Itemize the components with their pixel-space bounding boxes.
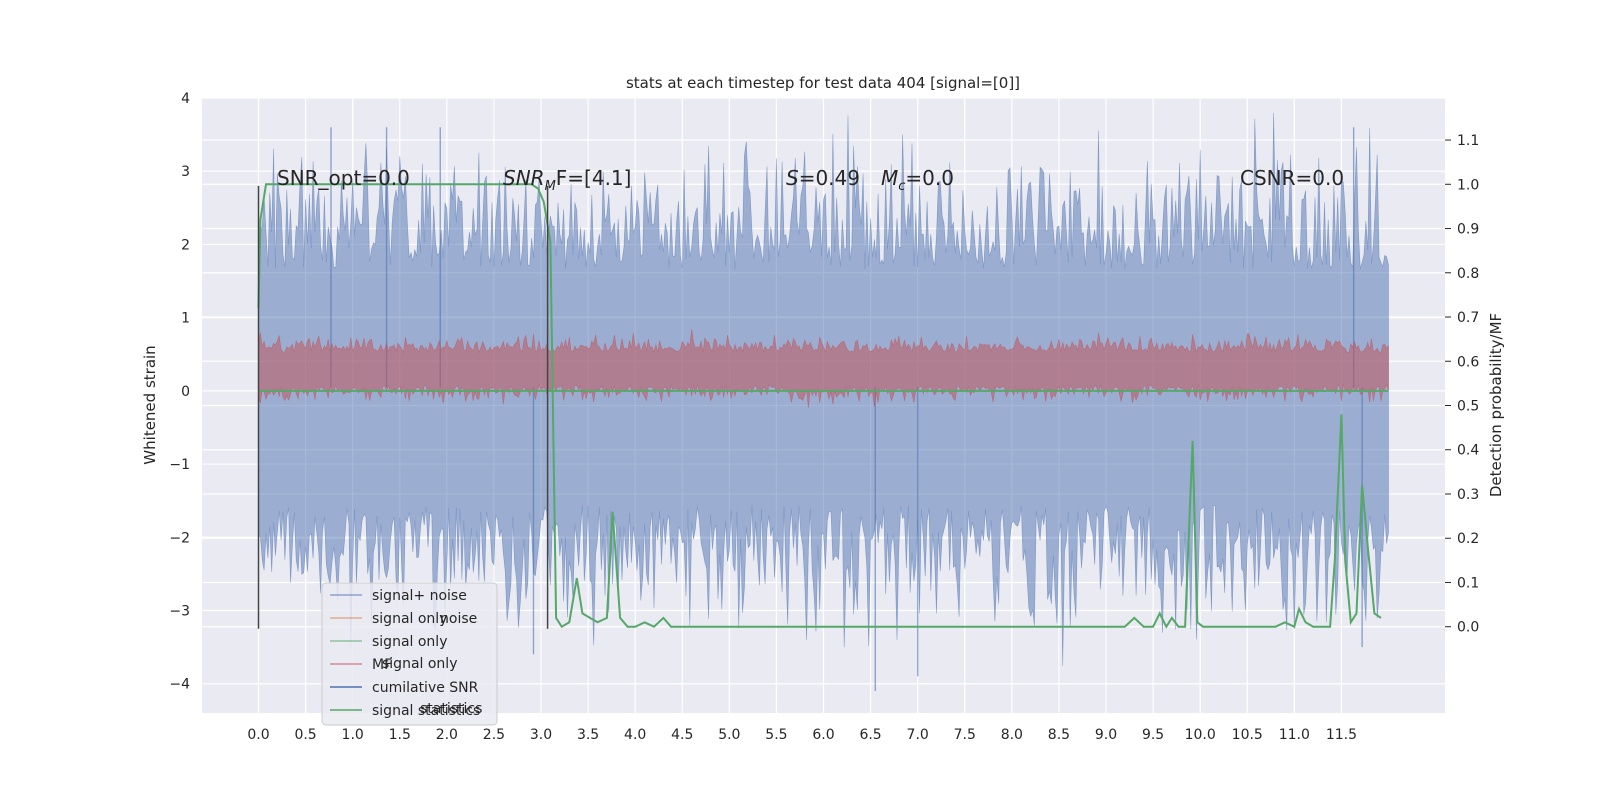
x-tick-label: 5.5 bbox=[765, 727, 787, 743]
x-tick-label: 9.0 bbox=[1095, 727, 1117, 743]
legend-label: signal statistics bbox=[372, 703, 480, 719]
y-right-tick-label: 1.0 bbox=[1457, 177, 1479, 193]
x-tick-label: 2.5 bbox=[483, 727, 505, 743]
y-right-tick-label: 0.7 bbox=[1457, 310, 1479, 326]
x-tick-label: 11.5 bbox=[1326, 727, 1357, 743]
x-tick-label: 3.0 bbox=[530, 727, 552, 743]
annotations: SNR_opt=0.0 SNRMF=[4.1] S=0.49 Mc=0.0 CS… bbox=[277, 166, 1344, 194]
legend: noise signal only statistics signal+ noi… bbox=[321, 582, 498, 726]
y-left-tick-label: 1 bbox=[181, 311, 190, 327]
x-tick-label: 0.5 bbox=[294, 727, 316, 743]
annotation-snr-mf-var: SNR bbox=[503, 166, 545, 190]
y-right-tick-label: 0.4 bbox=[1457, 443, 1479, 459]
y-left-tick-label: −1 bbox=[169, 457, 190, 473]
y-axis-left-label: Whitened strain bbox=[141, 345, 159, 464]
annotation-s: S=0.49 bbox=[786, 166, 860, 190]
x-tick-label: 10.5 bbox=[1232, 727, 1263, 743]
x-tick-label: 8.0 bbox=[1001, 727, 1023, 743]
annotation-s-rest: =0.49 bbox=[799, 166, 860, 190]
x-tick-label: 11.0 bbox=[1279, 727, 1310, 743]
annotation-snr-opt: SNR_opt=0.0 bbox=[277, 166, 410, 190]
x-tick-label: 4.5 bbox=[671, 727, 693, 743]
annotation-mc-var: M bbox=[881, 166, 898, 190]
y-axis-right-label: Detection probability/MF bbox=[1487, 313, 1505, 497]
chart-title: stats at each timestep for test data 404… bbox=[626, 74, 1020, 92]
tick-labels: 0.0 0.5 1.0 1.5 2.0 2.5 3.0 3.5 4.0 4.5 5.0 5.5 6.0 6… bbox=[169, 91, 1479, 743]
x-tick-label: 7.5 bbox=[954, 727, 976, 743]
y-right-tick-label: 0.9 bbox=[1457, 222, 1479, 238]
series-line bbox=[257, 183, 1382, 629]
annotation-csnr: CSNR=0.0 bbox=[1240, 166, 1344, 190]
vertical-markers bbox=[257, 185, 549, 629]
annotation-mc-rest: =0.0 bbox=[905, 166, 954, 190]
legend-label: cumilative SNR bbox=[372, 680, 479, 696]
legend-ghost-text: noise bbox=[440, 611, 477, 627]
legend-label: signal only bbox=[372, 634, 447, 650]
legend-box bbox=[321, 582, 498, 726]
legend-label: signal+ noise bbox=[372, 588, 467, 604]
x-tick-label: 10.0 bbox=[1185, 727, 1216, 743]
annotation-s-var: S bbox=[786, 166, 799, 190]
y-right-tick-label: 0.0 bbox=[1457, 620, 1479, 636]
y-right-tick-label: 0.8 bbox=[1457, 266, 1479, 282]
y-right-tick-label: 0.2 bbox=[1457, 531, 1479, 547]
annotation-mc: Mc=0.0 bbox=[881, 166, 954, 194]
x-tick-label: 4.0 bbox=[624, 727, 646, 743]
y-right-tick-label: 0.1 bbox=[1457, 575, 1479, 591]
x-tick-label: 1.5 bbox=[389, 727, 411, 743]
x-tick-label: 2.0 bbox=[436, 727, 458, 743]
y-left-tick-label: 0 bbox=[181, 384, 190, 400]
y-left-tick-label: −4 bbox=[169, 677, 190, 693]
y-left-tick-label: 3 bbox=[181, 164, 190, 180]
y-right-tick-label: 0.6 bbox=[1457, 354, 1479, 370]
legend-label: signal only bbox=[372, 611, 447, 627]
y-left-tick-label: 4 bbox=[181, 91, 190, 107]
y-left-tick-label: −2 bbox=[169, 530, 190, 546]
line-series bbox=[257, 183, 1389, 629]
x-tick-label: 6.5 bbox=[859, 727, 881, 743]
y-right-tick-label: 0.3 bbox=[1457, 487, 1479, 503]
x-tick-label: 9.5 bbox=[1142, 727, 1164, 743]
x-tick-label: 3.5 bbox=[577, 727, 599, 743]
x-tick-label: 5.0 bbox=[718, 727, 740, 743]
legend-label: MF bbox=[372, 657, 392, 673]
y-left-tick-label: 2 bbox=[181, 237, 190, 253]
annotation-snr-mf-sub: M bbox=[545, 179, 556, 194]
legend-ghost-text: signal only bbox=[382, 656, 457, 672]
x-tick-label: 1.0 bbox=[342, 727, 364, 743]
x-tick-label: 7.0 bbox=[907, 727, 929, 743]
annotation-snr-mf-rest: F=[4.1] bbox=[556, 166, 632, 190]
y-right-tick-label: 0.5 bbox=[1457, 399, 1479, 415]
y-right-tick-label: 1.1 bbox=[1457, 133, 1479, 149]
x-tick-label: 8.5 bbox=[1048, 727, 1070, 743]
x-tick-label: 0.0 bbox=[247, 727, 269, 743]
x-tick-label: 6.0 bbox=[812, 727, 834, 743]
y-left-tick-label: −3 bbox=[169, 604, 190, 620]
annotation-snr-mf: SNRMF=[4.1] bbox=[503, 166, 631, 194]
annotation-mc-sub: c bbox=[898, 179, 905, 194]
legend-ghost-text: statistics bbox=[420, 701, 482, 717]
